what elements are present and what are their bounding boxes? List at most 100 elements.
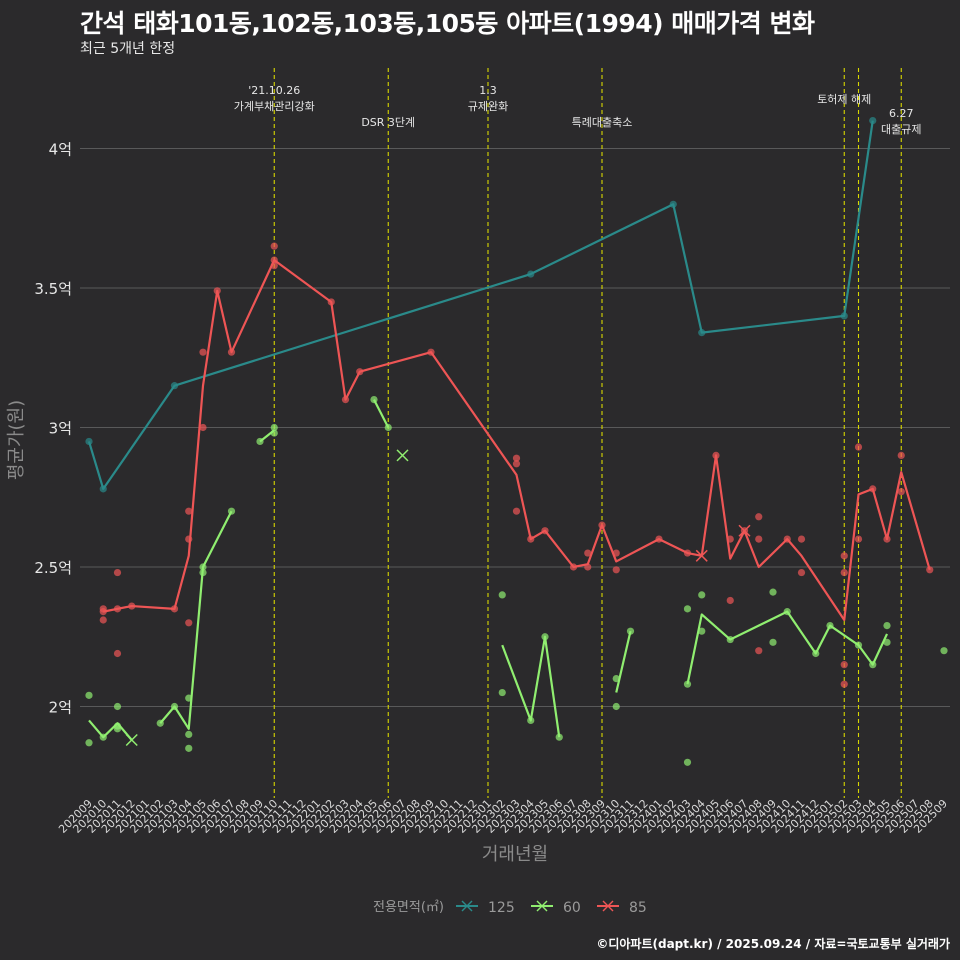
legend-item-85: 85 [597,900,647,916]
data-point [99,616,107,624]
series-line [259,429,275,443]
data-point [940,647,948,655]
series-line [686,610,888,685]
data-point [498,688,506,697]
data-point [185,619,193,627]
data-point [113,649,122,658]
data-point [755,535,763,543]
cross-stroke [396,449,409,462]
legend-title: 전용면적(㎡) [373,900,444,915]
y-tick-label: 3.5억 [34,280,72,298]
legend-label: 125 [488,900,515,916]
series-line [159,510,233,730]
data-point [769,588,777,596]
data-point [726,596,734,605]
chart-title: 간석 태화101동,102동,103동,105동 아파트(1994) 매매가격 … [80,9,815,38]
cross-stroke [125,733,138,747]
data-point [683,680,692,688]
legend-label: 85 [629,900,647,916]
series-line [373,399,390,429]
data-point [883,621,891,630]
data-point [199,423,207,432]
x-axis-label: 거래년월 [482,844,548,865]
data-point [755,647,763,655]
data-point [755,513,763,521]
grid-lines [80,148,950,707]
event-annotation: 6.27 [889,107,914,120]
data-point [612,702,620,711]
legend: 전용면적(㎡) 125 60 85 [373,900,647,916]
data-point [854,535,863,543]
data-point [512,460,521,468]
legend-label: 60 [563,900,581,916]
series-125 [85,117,877,493]
data-point [185,730,193,739]
data-point [512,454,521,462]
data-point [698,627,706,635]
y-axis-label: 평균가(원) [6,400,27,480]
event-annotation: DSR 3단계 [361,116,415,129]
event-annotation: 1.3 [479,84,497,97]
data-point [113,568,122,577]
data-point [498,591,506,599]
chart-caption: ©디아파트(dapt.kr) / 2025.09.24 / 자료=국토교통부 실… [596,937,950,951]
data-point [85,691,93,699]
series-60 [85,396,948,766]
legend-item-125: 125 [456,900,515,916]
event-annotation: 규제완화 [468,100,508,113]
series-line [501,635,561,738]
data-point [897,488,905,496]
event-annotation: '21.10.26 [248,84,300,97]
data-point [797,535,806,543]
chart-subtitle: 최근 5개년 한정 [80,41,176,57]
legend-swatch-cross [536,900,548,912]
data-point [185,507,193,515]
event-annotation: 특례대출축소 [572,116,633,129]
y-axis: 2억 2.5억 3억 3.5억 4억 [34,141,72,717]
data-point [270,423,278,432]
y-tick-label: 2.5억 [34,559,72,577]
data-point [185,744,193,752]
cross-marker [695,549,708,562]
y-tick-label: 2억 [49,699,72,717]
cross-marker [738,524,751,537]
data-point [612,566,620,574]
data-point [584,549,592,557]
cross-marker [125,733,138,747]
data-point [840,568,848,577]
event-annotation: 대출규제 [881,123,921,136]
x-axis: 2020092020102020112020122021012021022021… [56,797,950,836]
event-annotation: 가계부채관리강화 [234,100,315,113]
data-point [555,733,563,741]
cross-stroke [695,549,708,562]
data-point [769,638,777,646]
data-point [854,443,863,451]
data-point [85,739,93,747]
data-point [270,242,278,250]
legend-swatch-cross [602,900,614,912]
data-point [698,591,706,599]
data-point [926,566,934,574]
data-point [883,638,891,646]
series-line [615,630,632,693]
series-layer [85,117,948,766]
y-tick-label: 4억 [49,141,72,159]
series-line [87,120,874,490]
series-line [103,259,931,622]
series-85 [99,242,934,688]
data-point [113,702,122,711]
series-line [88,719,133,741]
cross-marker [396,449,409,462]
event-annotation: 토허제 해제 [817,92,871,106]
data-point [840,552,848,560]
data-point [897,451,905,459]
data-point [840,661,848,669]
legend-item-60: 60 [531,900,581,916]
y-tick-label: 3억 [49,420,72,438]
data-point [512,507,521,515]
legend-swatch-cross [461,900,473,912]
data-point [840,680,848,688]
data-point [683,758,692,766]
